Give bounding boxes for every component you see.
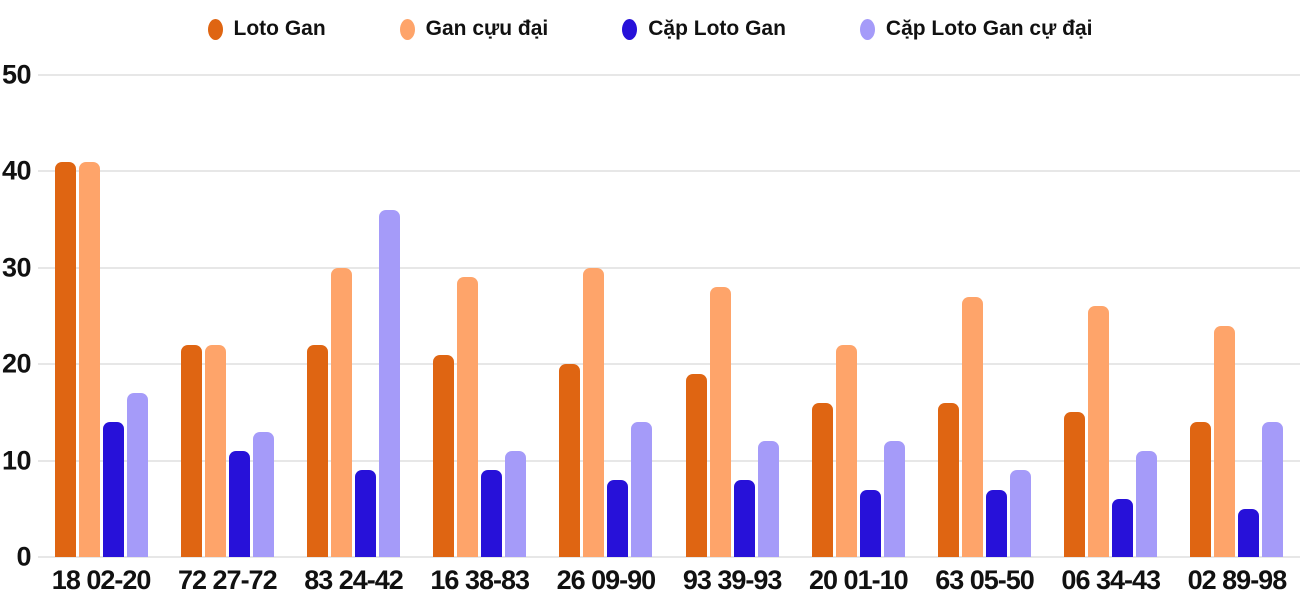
bar-loto-gan: [54, 162, 76, 557]
gridline-40: [38, 170, 1300, 173]
bar-loto-gan: [307, 345, 328, 557]
x-category-label: 26 09-90: [556, 564, 657, 595]
legend-item-label: Loto Gan: [233, 17, 326, 40]
bar-gan-cựu-đại: [835, 345, 857, 557]
bar-cặp-loto-gan-cự-đại: [1262, 422, 1284, 557]
legend-item-series-2[interactable]: Cặp Loto Gan: [622, 17, 786, 41]
legend-item-label: Cặp Loto Gan: [648, 17, 786, 40]
bar-group-20-01-10: [795, 75, 921, 557]
bar-group-63-05-50: [921, 75, 1047, 557]
x-category-label: 16 38-83: [430, 564, 530, 595]
bar-group-26-09-90: [543, 75, 669, 557]
bar-cặp-loto-gan: [481, 470, 503, 557]
x-category-label: 83 24-42: [304, 564, 404, 595]
y-tick-label: 40: [1, 155, 32, 186]
bar-cặp-loto-gan: [102, 422, 124, 557]
bar-cặp-loto-gan-cự-đại: [631, 422, 653, 557]
bar-group-02-89-98: [1174, 75, 1300, 557]
bar-cặp-loto-gan: [1112, 499, 1134, 557]
bar-group-18-02-20: [38, 75, 164, 557]
legend-marker-icon: [859, 18, 875, 40]
x-category-label: 02 89-98: [1187, 564, 1288, 595]
y-axis-labels: 0 10 20 30 40 50: [0, 60, 34, 572]
gridline-0: [38, 556, 1300, 558]
bar-group-16-38-83: [417, 75, 543, 557]
bar-gan-cựu-đại: [962, 297, 984, 557]
x-category-label: 20 01-10: [809, 564, 909, 595]
x-category-label: 63 05-50: [935, 564, 1035, 595]
x-category-label: 18 02-20: [51, 564, 152, 595]
bar-gan-cựu-đại: [204, 345, 226, 557]
legend-item-series-3[interactable]: Cặp Loto Gan cự đại: [859, 17, 1093, 41]
bar-loto-gan: [1064, 412, 1086, 557]
bar-gan-cựu-đại: [1214, 326, 1236, 557]
bar-cặp-loto-gan-cự-đại: [1010, 470, 1032, 557]
bar-cặp-loto-gan-cự-đại: [252, 432, 274, 557]
y-tick-label: 50: [1, 59, 32, 90]
legend-marker-icon: [207, 18, 223, 40]
bar-loto-gan: [1190, 422, 1212, 557]
bar-gan-cựu-đại: [78, 162, 100, 557]
bar-group-83-24-42: [290, 75, 416, 557]
bar-group-06-34-43: [1048, 75, 1174, 557]
gridline-50: [38, 74, 1300, 76]
y-tick-label: 20: [1, 348, 32, 379]
bar-loto-gan: [433, 355, 455, 557]
bar-gan-cựu-đại: [457, 277, 479, 557]
legend-item-label: Gan cựu đại: [425, 17, 549, 40]
bar-cặp-loto-gan-cự-đại: [883, 441, 905, 557]
bar-gan-cựu-đại: [331, 268, 352, 557]
bar-cặp-loto-gan-cự-đại: [505, 451, 527, 557]
gridline-10: [38, 459, 1300, 462]
bar-groups: [38, 75, 1300, 557]
bar-cặp-loto-gan: [355, 470, 376, 557]
legend-item-label: Cặp Loto Gan cự đại: [885, 17, 1093, 40]
bar-loto-gan: [811, 403, 833, 557]
y-tick-label: 10: [1, 445, 32, 476]
bar-gan-cựu-đại: [583, 268, 605, 557]
bar-cặp-loto-gan-cự-đại: [1136, 451, 1158, 557]
bar-loto-gan: [559, 364, 581, 557]
bar-cặp-loto-gan-cự-đại: [126, 393, 148, 557]
bar-cặp-loto-gan-cự-đại: [757, 441, 779, 557]
gridline-20: [38, 363, 1300, 366]
bar-cặp-loto-gan: [859, 490, 881, 557]
bar-cặp-loto-gan: [607, 480, 629, 557]
legend-marker-icon: [399, 18, 415, 40]
bar-cặp-loto-gan: [733, 480, 755, 557]
bar-loto-gan: [685, 374, 707, 557]
legend-item-series-1[interactable]: Gan cựu đại: [399, 17, 549, 41]
bar-cặp-loto-gan-cự-đại: [379, 210, 400, 557]
bar-group-93-39-93: [669, 75, 795, 557]
bar-cặp-loto-gan: [1238, 509, 1260, 557]
bar-loto-gan: [938, 403, 960, 557]
bar-gan-cựu-đại: [1088, 306, 1110, 557]
x-axis-labels: 18 02-20 72 27-72 83 24-42 16 38-83 26 09-90…: [38, 560, 1300, 600]
bar-cặp-loto-gan: [986, 490, 1008, 557]
legend-marker-icon: [622, 18, 638, 40]
x-category-label: 06 34-43: [1061, 564, 1161, 595]
y-tick-label: 30: [1, 252, 32, 283]
legend-item-series-0[interactable]: Loto Gan: [207, 17, 326, 41]
bar-group-72-27-72: [164, 75, 290, 557]
gridline-30: [38, 266, 1300, 269]
plot-area: [38, 74, 1300, 558]
x-category-label: 72 27-72: [178, 564, 278, 595]
x-category-label: 93 39-93: [682, 564, 783, 595]
chart-legend: Loto Gan Gan cựu đại Cặp Loto Gan Cặp Loto …: [0, 8, 1300, 50]
bar-loto-gan: [180, 345, 202, 557]
bar-cặp-loto-gan: [228, 451, 250, 557]
y-tick-label: 0: [16, 541, 31, 572]
bar-gan-cựu-đại: [709, 287, 731, 557]
